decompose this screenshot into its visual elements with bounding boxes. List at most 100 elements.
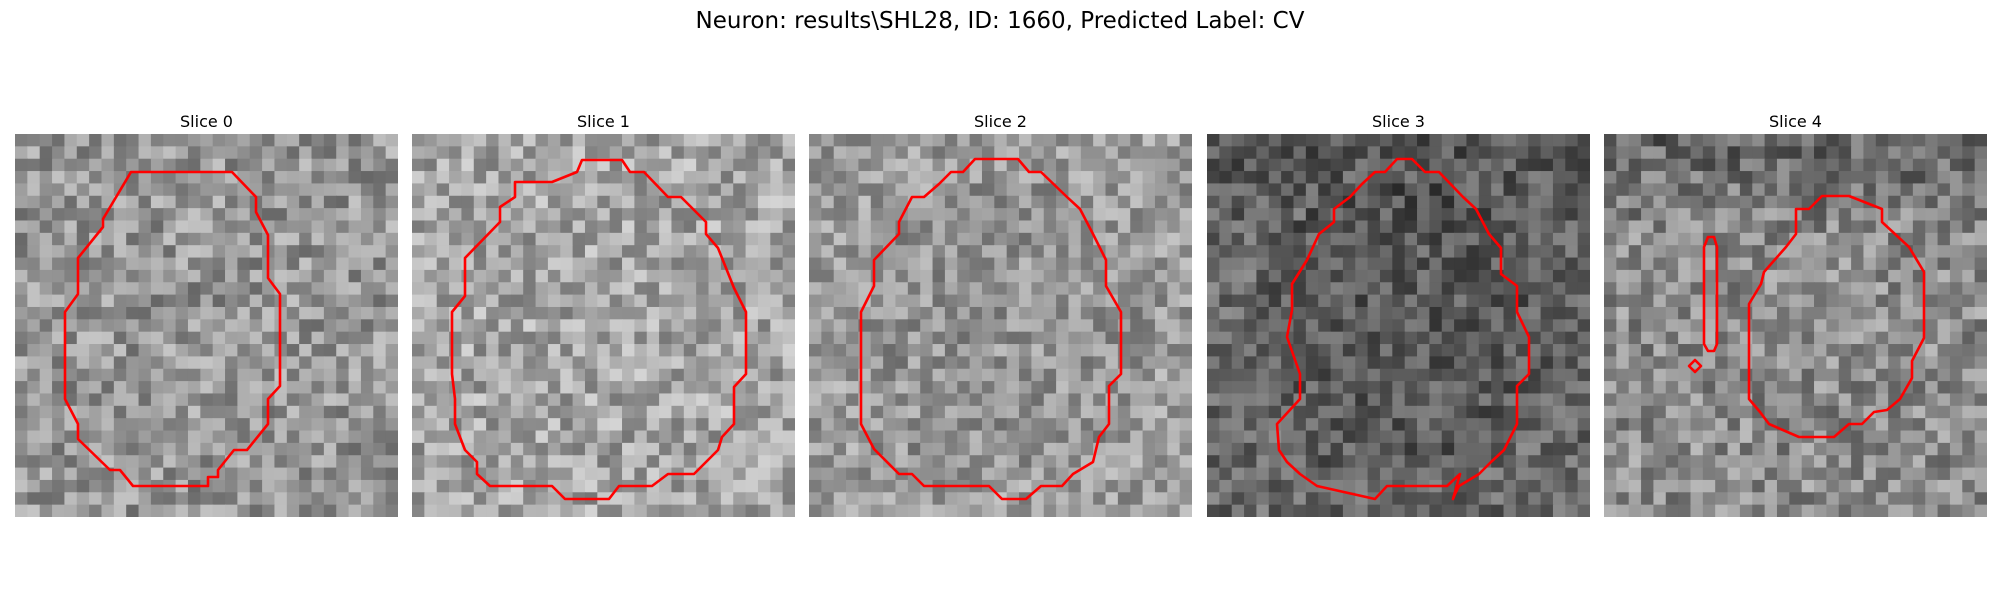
pixel <box>449 134 463 147</box>
pixel-grid-2 <box>809 134 1192 517</box>
pixel <box>1814 269 1827 283</box>
pixel <box>1342 442 1356 456</box>
pixel <box>634 368 648 382</box>
pixel <box>150 405 164 419</box>
pixel <box>510 269 524 283</box>
pixel <box>696 331 710 345</box>
pixel <box>1801 245 1815 259</box>
pixel <box>659 368 673 382</box>
pixel <box>498 504 512 517</box>
pixel <box>535 418 549 432</box>
pixel <box>782 134 795 147</box>
pixel <box>1888 183 1902 197</box>
pixel <box>385 344 398 357</box>
pixel <box>1154 467 1168 481</box>
pixel <box>1826 195 1840 209</box>
pixel <box>1641 467 1655 481</box>
pixel <box>1043 171 1057 185</box>
pixel <box>1900 467 1914 481</box>
pixel <box>1838 504 1852 517</box>
pixel <box>833 146 847 160</box>
pixel <box>1974 257 1987 271</box>
pixel <box>473 418 487 432</box>
pixel <box>1552 269 1566 283</box>
pixel <box>883 479 897 493</box>
pixel <box>1117 455 1131 469</box>
pixel <box>1056 245 1070 259</box>
pixel <box>1031 455 1045 469</box>
pixel <box>1093 418 1107 432</box>
pixel <box>1900 356 1914 370</box>
pixel <box>1305 158 1319 172</box>
pixel <box>212 356 226 370</box>
pixel <box>175 381 189 395</box>
pixel <box>1093 393 1107 407</box>
pixel <box>1256 134 1270 147</box>
pixel <box>535 381 549 395</box>
pixel <box>932 208 946 222</box>
pixel <box>1130 492 1144 506</box>
pixel <box>461 146 475 160</box>
pixel <box>622 171 635 185</box>
pixel <box>1888 467 1902 481</box>
pixel <box>1167 245 1181 259</box>
pixel <box>584 282 598 296</box>
pixel <box>385 319 398 333</box>
pixel <box>27 381 41 395</box>
pixel <box>1207 344 1220 357</box>
pixel <box>1417 208 1430 222</box>
pixel <box>1130 220 1144 234</box>
pixel <box>449 245 463 259</box>
pixel <box>720 504 734 517</box>
pixel <box>1454 306 1468 320</box>
pixel <box>1838 442 1852 456</box>
pixel <box>696 479 710 493</box>
pixel <box>1949 220 1963 234</box>
pixel <box>1565 368 1579 382</box>
pixel <box>1801 158 1815 172</box>
pixel <box>1826 492 1840 506</box>
pixel <box>311 430 325 444</box>
pixel <box>150 232 164 246</box>
pixel <box>1528 195 1542 209</box>
pixel <box>461 331 475 345</box>
pixel <box>200 183 214 197</box>
pixel <box>113 208 127 222</box>
pixel <box>683 368 697 382</box>
pixel <box>1080 158 1094 172</box>
pixel <box>1093 158 1107 172</box>
pixel <box>323 479 337 493</box>
pixel <box>1962 492 1976 506</box>
pixel <box>1776 368 1790 382</box>
pixel <box>1379 220 1393 234</box>
pixel <box>1937 381 1951 395</box>
pixel <box>572 405 586 419</box>
pixel <box>64 158 78 172</box>
pixel <box>1900 319 1914 333</box>
pixel <box>15 405 28 419</box>
pixel <box>1491 134 1505 147</box>
pixel <box>336 257 350 271</box>
pixel <box>523 220 537 234</box>
pixel <box>1727 393 1741 407</box>
pixel <box>745 479 759 493</box>
pixel <box>1752 381 1766 395</box>
pixel <box>274 232 288 246</box>
pixel <box>486 467 500 481</box>
pixel <box>212 430 226 444</box>
pixel <box>1962 232 1976 246</box>
pixel <box>535 455 549 469</box>
pixel <box>1690 393 1704 407</box>
pixel <box>846 158 860 172</box>
pixel <box>1130 504 1144 517</box>
pixel <box>473 393 487 407</box>
pixel <box>1006 405 1020 419</box>
pixel <box>150 208 164 222</box>
pixel <box>646 381 660 395</box>
pixel <box>1466 171 1480 185</box>
pixel <box>449 220 463 234</box>
pixel <box>1367 282 1381 296</box>
pixel <box>584 455 598 469</box>
pixel <box>1503 479 1517 493</box>
pixel <box>175 195 189 209</box>
